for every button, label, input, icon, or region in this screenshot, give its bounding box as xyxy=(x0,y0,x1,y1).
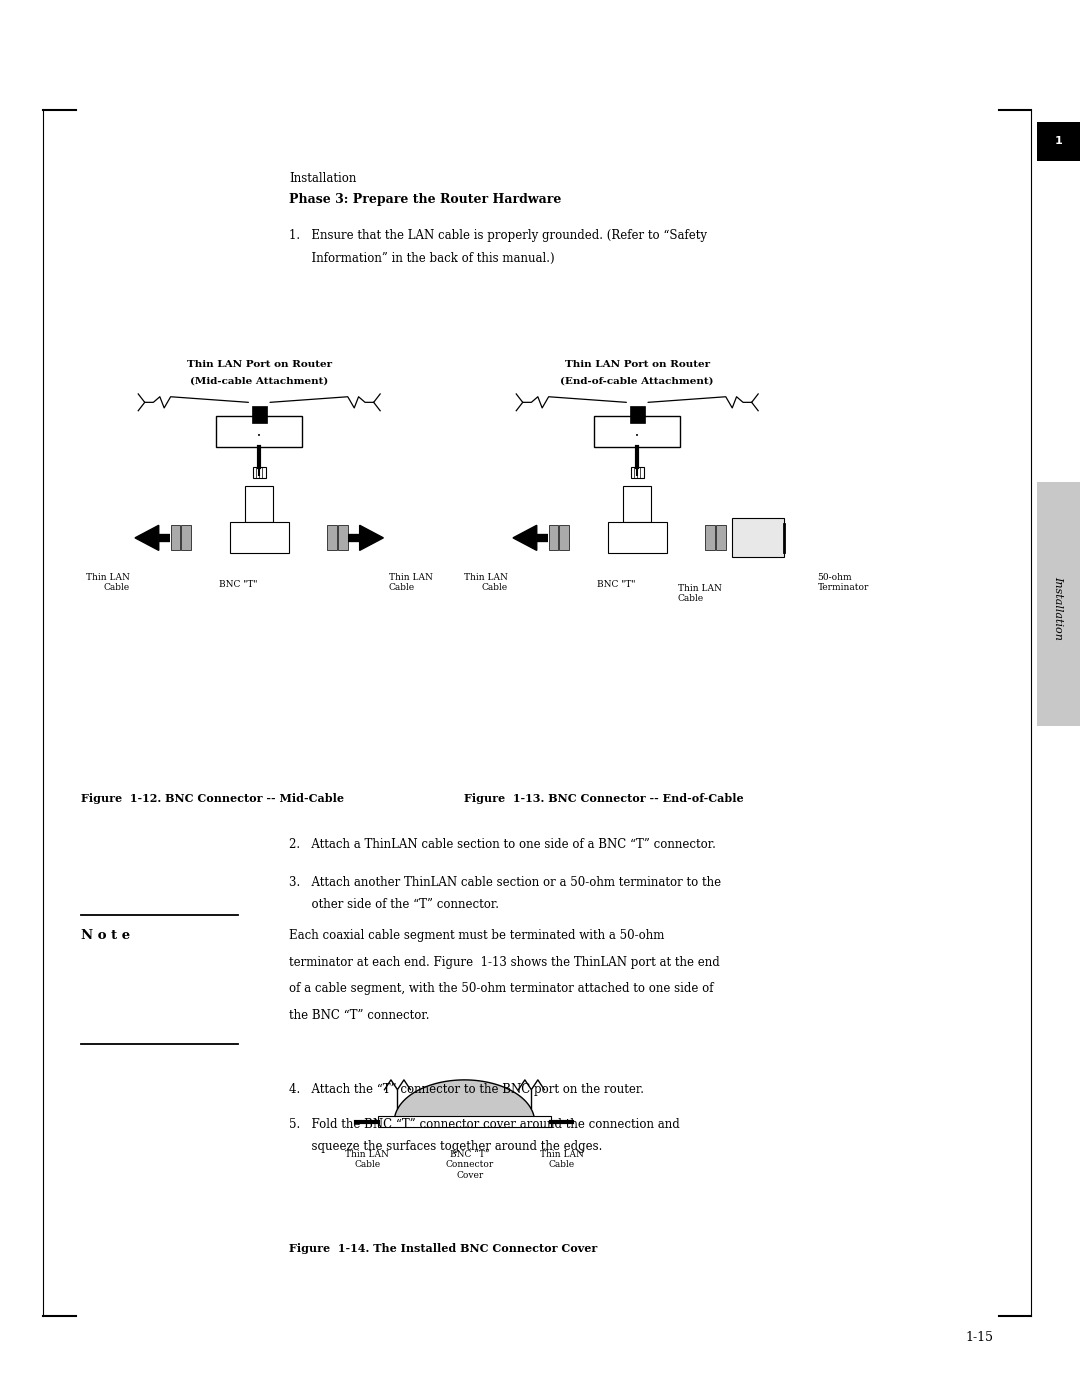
Text: Figure  1-14. The Installed BNC Connector Cover: Figure 1-14. The Installed BNC Connector… xyxy=(289,1243,597,1255)
Text: 1.   Ensure that the LAN cable is properly grounded. (Refer to “Safety: 1. Ensure that the LAN cable is properly… xyxy=(289,229,707,242)
Text: 5.   Fold the BNC “T” connector cover around the connection and: 5. Fold the BNC “T” connector cover arou… xyxy=(289,1118,680,1130)
Bar xyxy=(630,407,645,423)
Text: Figure  1-12. BNC Connector -- Mid-Cable: Figure 1-12. BNC Connector -- Mid-Cable xyxy=(81,793,345,805)
Text: squeeze the surfaces together around the edges.: squeeze the surfaces together around the… xyxy=(289,1140,603,1153)
Bar xyxy=(549,525,558,550)
Text: Thin LAN
Cable: Thin LAN Cable xyxy=(85,573,130,592)
Bar xyxy=(338,525,348,550)
Text: the BNC “T” connector.: the BNC “T” connector. xyxy=(289,1009,430,1021)
Bar xyxy=(607,522,667,553)
Bar xyxy=(623,486,651,522)
Bar xyxy=(732,518,784,557)
Text: of a cable segment, with the 50-ohm terminator attached to one side of: of a cable segment, with the 50-ohm term… xyxy=(289,982,714,995)
Text: BNC "T": BNC "T" xyxy=(597,580,635,588)
Polygon shape xyxy=(513,525,537,550)
Polygon shape xyxy=(135,525,159,550)
Bar xyxy=(1037,122,1080,161)
Bar xyxy=(1037,482,1080,726)
Bar xyxy=(229,522,289,553)
Bar xyxy=(252,407,267,423)
Text: Information” in the back of this manual.): Information” in the back of this manual.… xyxy=(289,251,555,264)
Text: Thin LAN Port on Router: Thin LAN Port on Router xyxy=(187,360,332,369)
Text: (End-of-cable Attachment): (End-of-cable Attachment) xyxy=(561,377,714,386)
Bar xyxy=(705,525,715,550)
Bar xyxy=(181,525,191,550)
Text: 4.   Attach the “T” connector to the BNC port on the router.: 4. Attach the “T” connector to the BNC p… xyxy=(289,1083,645,1095)
Text: BNC “T”
Connector
Cover: BNC “T” Connector Cover xyxy=(446,1150,494,1179)
Text: Figure  1-13. BNC Connector -- End-of-Cable: Figure 1-13. BNC Connector -- End-of-Cab… xyxy=(464,793,744,805)
Bar xyxy=(171,525,180,550)
Text: Installation: Installation xyxy=(289,172,356,184)
Bar xyxy=(378,1116,551,1127)
Text: •: • xyxy=(257,433,261,439)
Text: Thin LAN Port on Router: Thin LAN Port on Router xyxy=(565,360,710,369)
Text: N o t e: N o t e xyxy=(81,929,130,942)
Bar xyxy=(216,416,302,447)
Polygon shape xyxy=(360,525,383,550)
Text: 1-15: 1-15 xyxy=(966,1331,994,1344)
Text: 3.   Attach another ThinLAN cable section or a 50-ohm terminator to the: 3. Attach another ThinLAN cable section … xyxy=(289,876,721,888)
Text: 2.   Attach a ThinLAN cable section to one side of a BNC “T” connector.: 2. Attach a ThinLAN cable section to one… xyxy=(289,838,716,851)
Text: Each coaxial cable segment must be terminated with a 50-ohm: Each coaxial cable segment must be termi… xyxy=(289,929,665,942)
Text: (Mid-cable Attachment): (Mid-cable Attachment) xyxy=(190,377,328,386)
Text: Thin LAN
Cable: Thin LAN Cable xyxy=(540,1150,583,1169)
Text: Phase 3: Prepare the Router Hardware: Phase 3: Prepare the Router Hardware xyxy=(289,193,562,205)
Text: 1: 1 xyxy=(1054,136,1063,147)
Bar xyxy=(253,467,266,478)
Bar xyxy=(716,525,726,550)
Text: Thin LAN
Cable: Thin LAN Cable xyxy=(346,1150,389,1169)
Polygon shape xyxy=(394,1080,535,1122)
Bar xyxy=(457,1108,473,1122)
Text: Thin LAN
Cable: Thin LAN Cable xyxy=(389,573,433,592)
Bar xyxy=(631,467,644,478)
Text: BNC "T": BNC "T" xyxy=(218,580,257,588)
Bar xyxy=(327,525,337,550)
Text: Installation: Installation xyxy=(1053,576,1064,640)
Text: terminator at each end. Figure  1-13 shows the ThinLAN port at the end: terminator at each end. Figure 1-13 show… xyxy=(289,956,720,968)
Text: other side of the “T” connector.: other side of the “T” connector. xyxy=(289,898,499,911)
Bar xyxy=(245,486,273,522)
Text: •: • xyxy=(635,433,639,439)
Text: Thin LAN
Cable: Thin LAN Cable xyxy=(463,573,508,592)
Text: 50-ohm
Terminator: 50-ohm Terminator xyxy=(818,573,869,592)
Bar xyxy=(594,416,680,447)
Text: Thin LAN
Cable: Thin LAN Cable xyxy=(678,584,721,604)
Bar xyxy=(559,525,569,550)
